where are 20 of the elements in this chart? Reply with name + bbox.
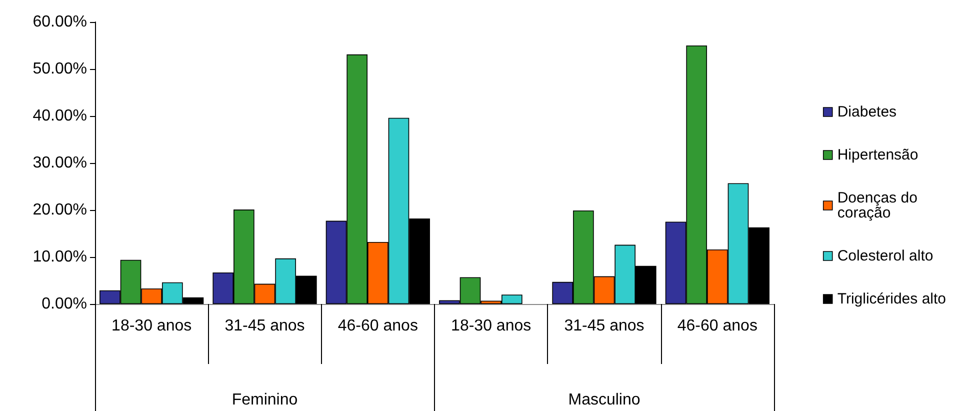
x-tick-label: 18-30 anos xyxy=(112,318,192,334)
y-tick-label: 50.00% xyxy=(32,60,87,78)
text: Feminino xyxy=(232,392,298,408)
legend-label: Diabetes xyxy=(837,104,897,120)
legend-label: Triglicérides alto xyxy=(837,290,946,308)
y-tick-label: 20.00% xyxy=(32,202,87,218)
x-tick-label: 31-45 anos xyxy=(564,318,644,334)
x-tick-label: 31-45 anos xyxy=(224,318,305,334)
x-tick-label: 18-30 anos xyxy=(451,318,532,334)
legend-label: Colesterol alto xyxy=(837,248,934,264)
x-tick-label: 46-60 anos xyxy=(338,318,418,334)
y-tick-label: 40.00% xyxy=(32,108,87,124)
y-tick-label: 10.00% xyxy=(32,248,87,266)
legend-label: Hipertensão xyxy=(837,146,918,164)
y-tick-label: 30.00% xyxy=(32,154,87,172)
y-tick-label: 60.00% xyxy=(32,14,87,30)
legend-label: Doenças do coração xyxy=(837,190,922,222)
text: Masculino xyxy=(568,392,640,408)
y-tick-label: 0.00% xyxy=(42,296,87,312)
x-tick-label: 46-60 anos xyxy=(677,318,758,334)
